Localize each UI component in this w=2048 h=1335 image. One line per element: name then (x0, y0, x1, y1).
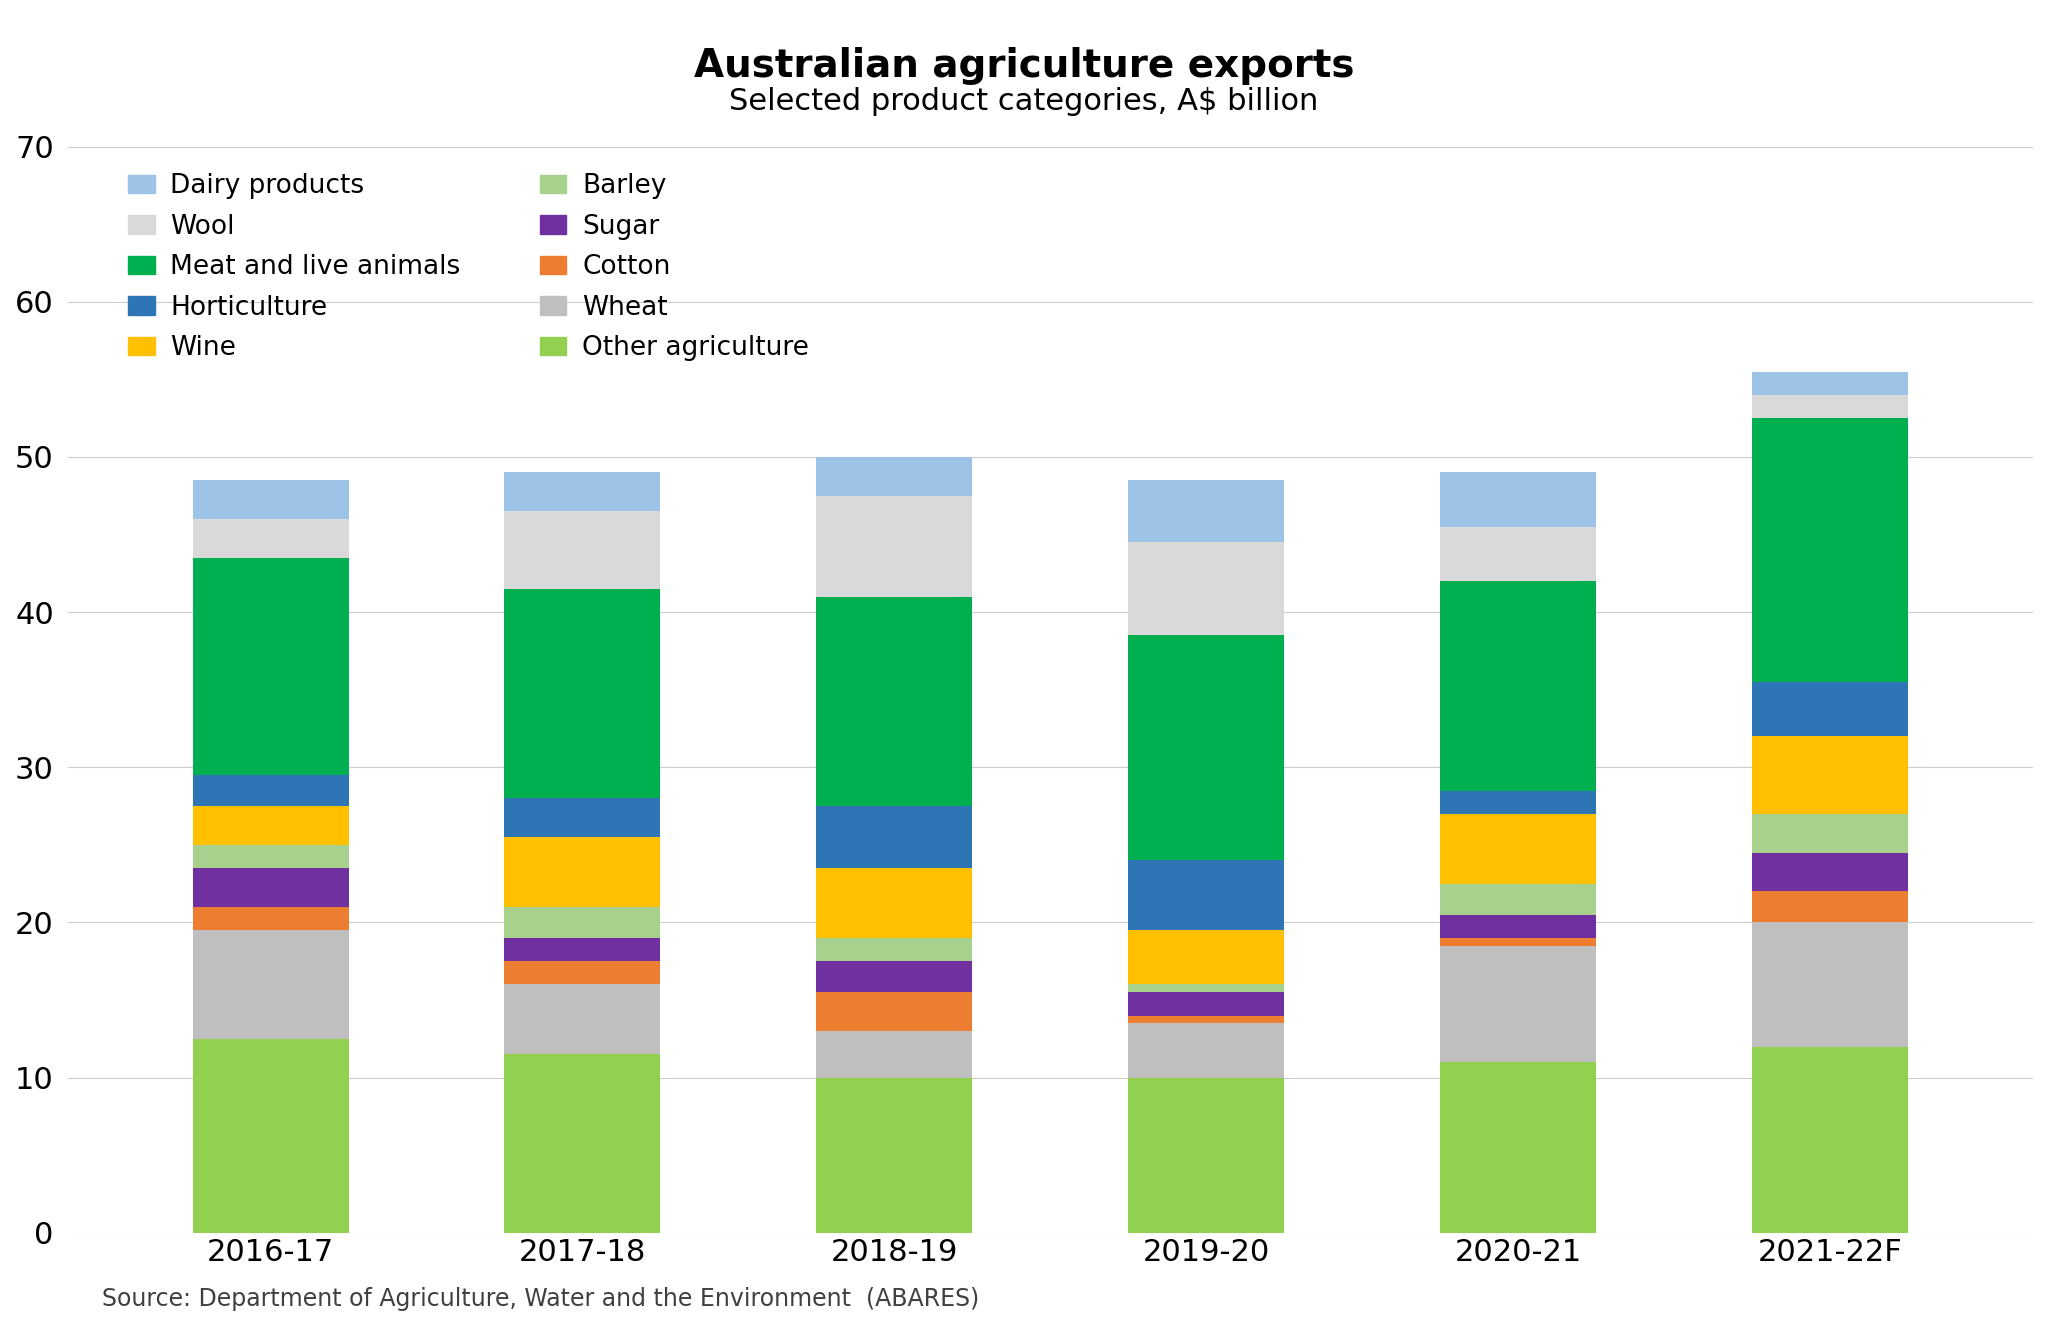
Bar (1440, 473, 1595, 527)
Bar (193, 558, 348, 776)
Bar (504, 473, 659, 511)
Bar (1128, 992, 1284, 1016)
Bar (1440, 945, 1595, 1063)
Bar (1128, 1024, 1284, 1077)
Text: Selected product categories, A$ billion: Selected product categories, A$ billion (729, 87, 1319, 116)
Bar (1128, 481, 1284, 542)
Bar (1753, 371, 1909, 395)
Bar (1753, 1047, 1909, 1232)
Bar (1753, 814, 1909, 853)
Bar (1128, 1077, 1284, 1232)
Bar (817, 495, 973, 597)
Bar (504, 984, 659, 1055)
Bar (817, 961, 973, 992)
Bar (504, 798, 659, 837)
Bar (193, 776, 348, 806)
Bar (1753, 853, 1909, 892)
Bar (1753, 892, 1909, 922)
Bar (193, 906, 348, 930)
Bar (1753, 922, 1909, 1047)
Bar (1753, 418, 1909, 682)
Bar (193, 806, 348, 845)
Bar (193, 868, 348, 906)
Bar (1440, 581, 1595, 790)
Bar (1128, 1016, 1284, 1024)
Bar (504, 939, 659, 961)
Legend: Dairy products, Wool, Meat and live animals, Horticulture, Wine, Barley, Sugar, : Dairy products, Wool, Meat and live anim… (121, 166, 817, 370)
Bar (504, 906, 659, 939)
Bar (193, 1039, 348, 1232)
Bar (1753, 395, 1909, 418)
Bar (817, 457, 973, 495)
Bar (504, 511, 659, 589)
Bar (1128, 984, 1284, 992)
Bar (817, 1077, 973, 1232)
Bar (1753, 682, 1909, 736)
Bar (193, 845, 348, 868)
Bar (1128, 635, 1284, 860)
Text: Australian agriculture exports: Australian agriculture exports (694, 47, 1354, 84)
Bar (817, 939, 973, 961)
Bar (1128, 930, 1284, 984)
Bar (504, 837, 659, 906)
Bar (193, 930, 348, 1039)
Bar (504, 961, 659, 984)
Bar (817, 806, 973, 868)
Bar (817, 597, 973, 806)
Bar (1440, 814, 1595, 884)
Bar (1753, 736, 1909, 814)
Text: Source: Department of Agriculture, Water and the Environment  (ABARES): Source: Department of Agriculture, Water… (102, 1287, 979, 1311)
Bar (1128, 860, 1284, 930)
Bar (817, 1031, 973, 1077)
Bar (193, 519, 348, 558)
Bar (1440, 790, 1595, 814)
Bar (193, 481, 348, 519)
Bar (1440, 939, 1595, 945)
Bar (1128, 542, 1284, 635)
Bar (817, 868, 973, 939)
Bar (1440, 527, 1595, 581)
Bar (817, 992, 973, 1031)
Bar (1440, 914, 1595, 939)
Bar (1440, 884, 1595, 914)
Bar (1440, 1063, 1595, 1232)
Bar (504, 589, 659, 798)
Bar (504, 1055, 659, 1232)
